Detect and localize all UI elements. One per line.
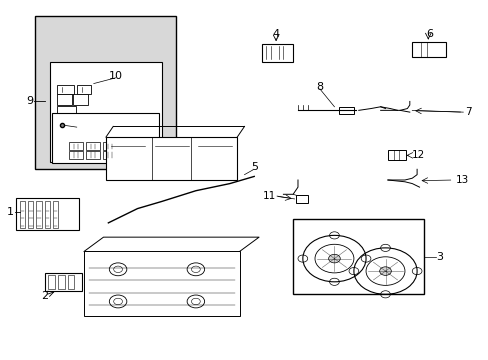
Bar — [20, 202, 25, 228]
Text: 8: 8 — [316, 82, 323, 92]
Bar — [292, 219, 424, 294]
Bar — [45, 273, 81, 291]
Circle shape — [379, 267, 390, 275]
Text: 12: 12 — [411, 150, 425, 160]
Text: 4: 4 — [272, 28, 279, 39]
Bar — [106, 137, 237, 180]
Text: 1: 1 — [6, 207, 14, 217]
Bar — [69, 143, 83, 150]
Bar — [50, 62, 162, 162]
Bar — [53, 202, 58, 228]
Bar — [36, 202, 41, 228]
Bar — [16, 198, 79, 230]
Text: 9: 9 — [26, 96, 33, 107]
Bar — [295, 195, 307, 203]
Text: 3: 3 — [436, 252, 443, 262]
Bar — [387, 150, 406, 160]
Bar — [103, 152, 117, 159]
Bar — [339, 107, 353, 114]
Text: 5: 5 — [250, 162, 257, 172]
Text: 7: 7 — [464, 107, 470, 117]
Bar — [67, 275, 74, 289]
Bar — [57, 106, 76, 117]
Bar — [73, 94, 88, 105]
Bar — [57, 85, 74, 94]
Bar — [77, 85, 91, 94]
Bar — [44, 202, 50, 228]
Bar — [261, 44, 292, 62]
Bar — [52, 113, 159, 163]
Bar — [411, 42, 446, 57]
Text: 11: 11 — [263, 191, 276, 201]
Bar — [57, 94, 72, 105]
Circle shape — [328, 254, 340, 263]
Text: 6: 6 — [425, 28, 432, 39]
Text: 2: 2 — [41, 291, 49, 301]
Bar — [103, 143, 117, 150]
Bar — [58, 275, 64, 289]
Bar — [86, 152, 100, 159]
Bar — [69, 152, 83, 159]
Bar — [48, 275, 55, 289]
Text: 13: 13 — [455, 175, 468, 185]
Bar — [84, 251, 239, 316]
Bar — [28, 202, 33, 228]
Bar — [86, 143, 100, 150]
Bar — [35, 16, 176, 169]
Text: 10: 10 — [108, 71, 122, 81]
